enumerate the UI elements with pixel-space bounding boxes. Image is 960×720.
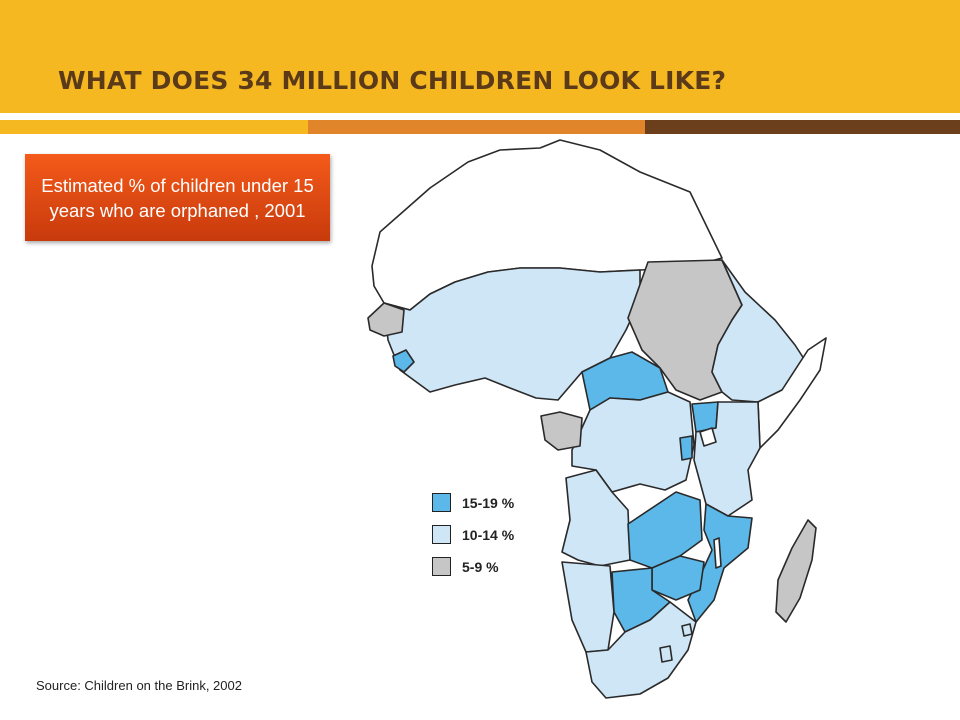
accent-stripe-gold xyxy=(0,120,308,134)
region-lesotho xyxy=(659,645,673,663)
caption-box: Estimated % of children under 15 years w… xyxy=(25,154,330,241)
region-ethiopia-eritrea xyxy=(711,259,809,403)
region-gabon-eq-guinea xyxy=(540,411,583,451)
region-south-africa xyxy=(585,601,697,699)
africa-map xyxy=(367,139,827,699)
source-note: Source: Children on the Brink, 2002 xyxy=(36,678,242,693)
lake-malawi xyxy=(713,537,722,569)
region-somalia xyxy=(757,337,827,449)
legend-swatch xyxy=(432,557,451,576)
region-senegambia xyxy=(367,302,405,337)
accent-stripe-brown xyxy=(645,120,960,134)
slide-title: WHAT DOES 34 MILLION CHILDREN LOOK LIKE? xyxy=(58,66,727,95)
legend-item-low: 5-9 % xyxy=(432,556,514,577)
region-zambia xyxy=(627,491,703,569)
region-uganda xyxy=(691,401,719,433)
accent-stripe-orange xyxy=(308,120,645,134)
caption-text: Estimated % of children under 15 years w… xyxy=(41,174,314,221)
region-angola xyxy=(561,469,631,567)
lake-victoria xyxy=(699,427,717,447)
region-swaziland xyxy=(681,623,693,637)
region-west-africa xyxy=(383,267,641,401)
legend-item-mid: 10-14 % xyxy=(432,524,514,545)
legend-label: 15-19 % xyxy=(462,494,515,511)
region-namibia xyxy=(561,561,615,653)
legend-label: 10-14 % xyxy=(462,526,515,543)
legend-item-high: 15-19 % xyxy=(432,492,514,513)
legend-swatch xyxy=(432,493,451,512)
legend-swatch xyxy=(432,525,451,544)
region-sierra-leone xyxy=(392,349,415,373)
map-legend: 15-19 % 10-14 % 5-9 % xyxy=(432,492,514,588)
header-band xyxy=(0,0,960,113)
legend-label: 5-9 % xyxy=(462,558,499,575)
region-madagascar xyxy=(775,519,817,623)
region-rwanda-burundi xyxy=(679,435,693,461)
